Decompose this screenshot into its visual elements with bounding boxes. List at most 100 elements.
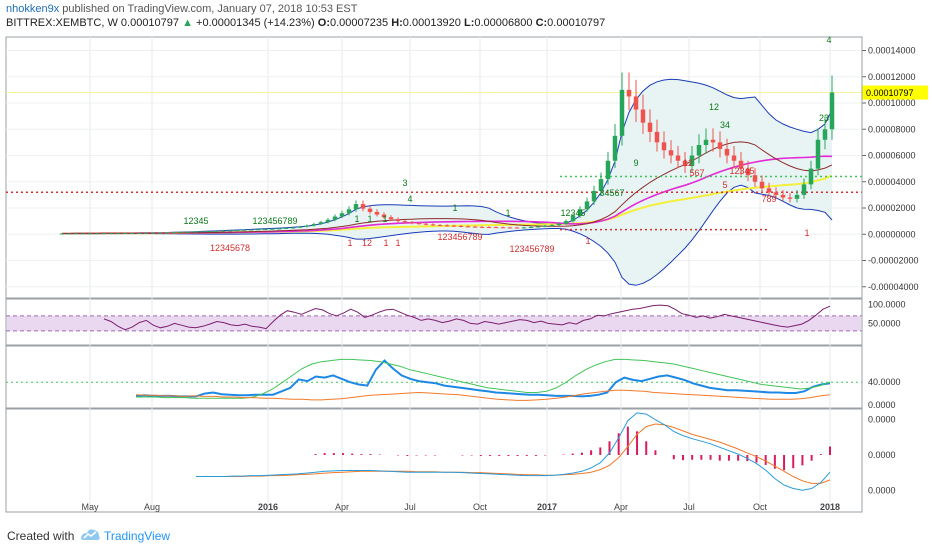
candle[interactable] bbox=[171, 232, 177, 234]
dmi-series-line[interactable] bbox=[135, 359, 831, 398]
candle[interactable] bbox=[563, 221, 569, 224]
candle[interactable] bbox=[472, 226, 478, 228]
candle[interactable] bbox=[528, 227, 534, 229]
candle[interactable] bbox=[808, 168, 814, 185]
candle[interactable] bbox=[143, 232, 149, 234]
candle[interactable] bbox=[220, 230, 226, 232]
candle[interactable] bbox=[136, 232, 142, 234]
candle[interactable] bbox=[465, 226, 471, 228]
candle[interactable] bbox=[822, 129, 828, 140]
candle[interactable] bbox=[647, 122, 653, 132]
candle[interactable] bbox=[206, 231, 212, 233]
candle[interactable] bbox=[108, 233, 114, 235]
candle[interactable] bbox=[598, 179, 604, 191]
candle[interactable] bbox=[402, 221, 408, 223]
candle[interactable] bbox=[262, 229, 268, 230]
candle[interactable] bbox=[640, 109, 646, 123]
candle[interactable] bbox=[759, 181, 765, 189]
candle[interactable] bbox=[87, 233, 93, 235]
candle[interactable] bbox=[325, 219, 331, 223]
candle[interactable] bbox=[682, 160, 688, 166]
candle[interactable] bbox=[304, 225, 310, 227]
candle[interactable] bbox=[150, 232, 156, 234]
candle[interactable] bbox=[276, 228, 282, 230]
author-link[interactable]: nhokken9x bbox=[6, 3, 60, 15]
candle[interactable] bbox=[787, 197, 793, 199]
candle[interactable] bbox=[395, 219, 401, 222]
candle[interactable] bbox=[556, 223, 562, 226]
candle[interactable] bbox=[101, 233, 107, 235]
candle[interactable] bbox=[367, 208, 373, 212]
candle[interactable] bbox=[696, 145, 702, 156]
candle[interactable] bbox=[346, 209, 352, 214]
candle[interactable] bbox=[213, 230, 219, 232]
candle[interactable] bbox=[234, 230, 240, 232]
candle[interactable] bbox=[752, 175, 758, 182]
candle[interactable] bbox=[164, 232, 170, 234]
candle[interactable] bbox=[374, 211, 380, 215]
candle[interactable] bbox=[318, 222, 324, 225]
candle[interactable] bbox=[668, 150, 674, 156]
candle[interactable] bbox=[381, 214, 387, 218]
candle[interactable] bbox=[801, 184, 807, 195]
candle[interactable] bbox=[227, 230, 233, 232]
macd-line[interactable] bbox=[196, 412, 831, 491]
macd-pane[interactable] bbox=[196, 412, 831, 491]
candle[interactable] bbox=[815, 139, 821, 169]
rsi-line[interactable] bbox=[103, 304, 831, 331]
candle[interactable] bbox=[626, 89, 632, 97]
candle[interactable] bbox=[507, 227, 513, 229]
candle[interactable] bbox=[444, 225, 450, 227]
candle[interactable] bbox=[661, 142, 667, 151]
candle[interactable] bbox=[633, 96, 639, 110]
candle[interactable] bbox=[486, 227, 492, 229]
candle[interactable] bbox=[829, 92, 835, 130]
candle[interactable] bbox=[73, 233, 79, 235]
candle[interactable] bbox=[423, 223, 429, 225]
candle[interactable] bbox=[178, 231, 184, 233]
candle[interactable] bbox=[535, 226, 541, 228]
candle[interactable] bbox=[185, 231, 191, 233]
candle[interactable] bbox=[724, 148, 730, 156]
candle[interactable] bbox=[654, 131, 660, 143]
candle[interactable] bbox=[283, 227, 289, 229]
candle[interactable] bbox=[605, 160, 611, 180]
candle[interactable] bbox=[731, 155, 737, 161]
candle[interactable] bbox=[388, 217, 394, 220]
candle[interactable] bbox=[780, 194, 786, 198]
candle[interactable] bbox=[59, 233, 65, 235]
candle[interactable] bbox=[703, 139, 709, 145]
candle[interactable] bbox=[269, 228, 275, 230]
candle[interactable] bbox=[717, 142, 723, 149]
candle[interactable] bbox=[80, 233, 86, 235]
candle[interactable] bbox=[675, 155, 681, 161]
candle[interactable] bbox=[360, 204, 366, 209]
candle[interactable] bbox=[689, 155, 695, 167]
candle[interactable] bbox=[255, 229, 261, 231]
candle[interactable] bbox=[577, 209, 583, 216]
candle[interactable] bbox=[584, 201, 590, 210]
candle[interactable] bbox=[766, 188, 772, 193]
candle[interactable] bbox=[241, 229, 247, 231]
candle[interactable] bbox=[458, 225, 464, 227]
dmi-series-line[interactable] bbox=[135, 389, 831, 401]
candle[interactable] bbox=[619, 89, 625, 136]
candle[interactable] bbox=[542, 225, 548, 227]
tradingview-brand[interactable]: TradingView bbox=[104, 529, 171, 543]
candle[interactable] bbox=[745, 168, 751, 176]
candle[interactable] bbox=[353, 204, 359, 210]
candle[interactable] bbox=[514, 227, 520, 229]
candle[interactable] bbox=[612, 135, 618, 161]
candle[interactable] bbox=[122, 233, 128, 235]
candle[interactable] bbox=[311, 224, 317, 226]
candle[interactable] bbox=[521, 227, 527, 229]
candle[interactable] bbox=[332, 216, 338, 220]
candle[interactable] bbox=[115, 233, 121, 235]
candle[interactable] bbox=[129, 233, 135, 235]
dmi-series-line[interactable] bbox=[136, 358, 831, 399]
candle[interactable] bbox=[248, 229, 254, 231]
candle[interactable] bbox=[500, 227, 506, 229]
candle[interactable] bbox=[199, 231, 205, 233]
candle[interactable] bbox=[192, 231, 198, 233]
candle[interactable] bbox=[290, 227, 296, 229]
